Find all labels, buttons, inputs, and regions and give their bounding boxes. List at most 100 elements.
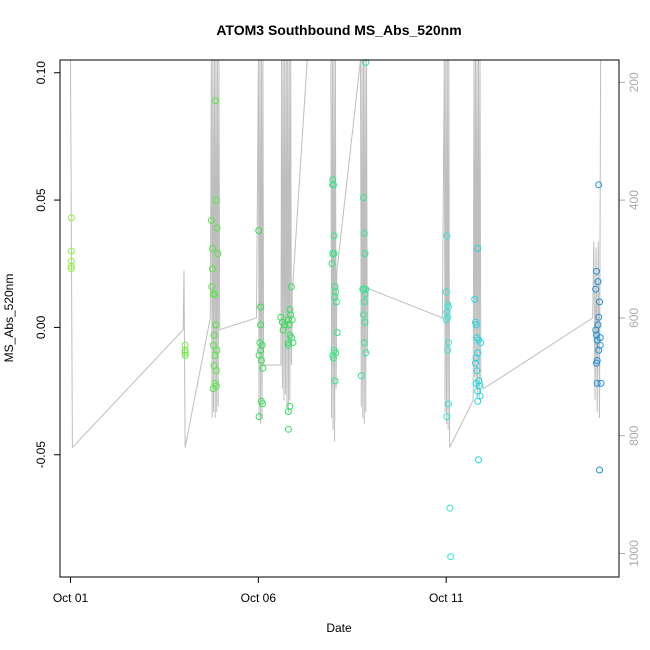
data-point (444, 400, 452, 408)
data-point (255, 227, 263, 235)
data-point (255, 413, 263, 421)
data-point (209, 385, 217, 392)
right-tick-label: 200 (627, 72, 641, 92)
data-point (331, 377, 339, 385)
data-point (257, 357, 265, 364)
data-point (477, 339, 485, 347)
data-point (472, 354, 480, 362)
data-point (360, 194, 367, 201)
data-point (212, 321, 219, 329)
data-point (330, 250, 338, 258)
x-tick-label: Oct 11 (429, 591, 464, 605)
data-point (330, 354, 337, 362)
data-point (211, 290, 219, 298)
data-point (592, 326, 600, 334)
data-point (259, 364, 267, 372)
data-point (210, 331, 218, 339)
data-point (442, 288, 450, 296)
data-point (287, 311, 295, 319)
data-point (211, 351, 219, 359)
data-point (446, 504, 454, 512)
data-point (472, 321, 480, 329)
data-point (212, 97, 219, 105)
plot-box (59, 59, 620, 578)
data-point (284, 425, 292, 433)
data-point (333, 298, 340, 306)
data-point (593, 336, 601, 344)
data-point (286, 306, 294, 314)
data-point (596, 466, 603, 474)
data-point (285, 321, 293, 329)
right-tick-label: 400 (627, 190, 641, 210)
data-point (474, 397, 482, 405)
data-point (444, 346, 452, 354)
altitude-track-layer (70, 60, 602, 449)
data-point (213, 224, 221, 232)
data-point (596, 341, 604, 349)
data-point (472, 359, 479, 367)
data-point (212, 196, 220, 204)
data-point (287, 334, 295, 342)
right-tick-label: 1000 (627, 540, 641, 567)
data-point (67, 247, 75, 255)
data-point (442, 316, 450, 324)
data-point (214, 250, 222, 258)
data-point (181, 351, 189, 359)
data-point (209, 265, 216, 273)
data-point (594, 278, 602, 286)
axes-layer: Oct 01 Oct 06 Oct 11 -0.05 0.00 0.05 0.10 200 40… (34, 61, 641, 605)
data-point (443, 413, 451, 421)
data-point (208, 283, 216, 291)
data-point (597, 379, 605, 387)
data-point (288, 316, 296, 324)
y-axis-label: MS_Abs_520nm (2, 274, 16, 363)
altitude-track-line (70, 60, 602, 449)
y-tick-label: 0.00 (34, 315, 48, 339)
data-point (286, 402, 294, 410)
data-point (443, 232, 451, 240)
data-point (361, 250, 369, 258)
data-point (181, 346, 189, 354)
data-point (595, 313, 603, 321)
data-point (444, 303, 452, 311)
data-point (475, 377, 482, 385)
y-tick-label: 0.05 (34, 188, 48, 212)
y-tick-label: -0.05 (34, 441, 48, 469)
data-point (207, 216, 215, 224)
data-point (444, 339, 452, 347)
data-point (329, 176, 337, 184)
data-point (474, 245, 482, 252)
data-point (360, 339, 368, 347)
data-point (360, 311, 367, 319)
right-tick-label: 600 (627, 308, 641, 328)
data-point (593, 359, 600, 367)
data-point (595, 181, 603, 189)
data-point (212, 367, 220, 375)
data-point (447, 553, 455, 561)
data-point (67, 214, 75, 222)
data-point (593, 267, 600, 275)
data-point (593, 379, 601, 387)
data-point (284, 408, 292, 415)
data-point (333, 329, 341, 336)
data-point (443, 308, 451, 316)
data-point (258, 341, 266, 349)
data-point (67, 257, 75, 265)
data-point (471, 295, 479, 303)
data-point (330, 181, 337, 189)
data-point (209, 245, 216, 252)
data-point (284, 339, 292, 347)
data-point (257, 346, 265, 354)
data-point (361, 290, 369, 298)
right-tick-label: 800 (627, 425, 641, 445)
data-point (362, 285, 370, 293)
data-point (361, 318, 369, 326)
data-point (277, 313, 285, 321)
data-point (596, 298, 603, 306)
data-point (287, 283, 295, 291)
data-point (67, 262, 75, 270)
data-point (592, 285, 600, 293)
data-point (475, 456, 482, 464)
